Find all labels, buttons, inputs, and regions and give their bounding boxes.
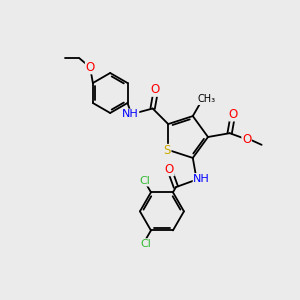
Text: O: O [229, 108, 238, 121]
Text: O: O [151, 83, 160, 96]
Text: NH: NH [193, 174, 210, 184]
Text: S: S [164, 144, 171, 158]
Text: CH₃: CH₃ [198, 94, 216, 104]
Text: NH: NH [122, 109, 139, 119]
Text: O: O [85, 61, 95, 74]
Text: O: O [242, 133, 251, 146]
Text: O: O [165, 163, 174, 176]
Text: Cl: Cl [140, 176, 150, 186]
Text: Cl: Cl [140, 239, 152, 249]
